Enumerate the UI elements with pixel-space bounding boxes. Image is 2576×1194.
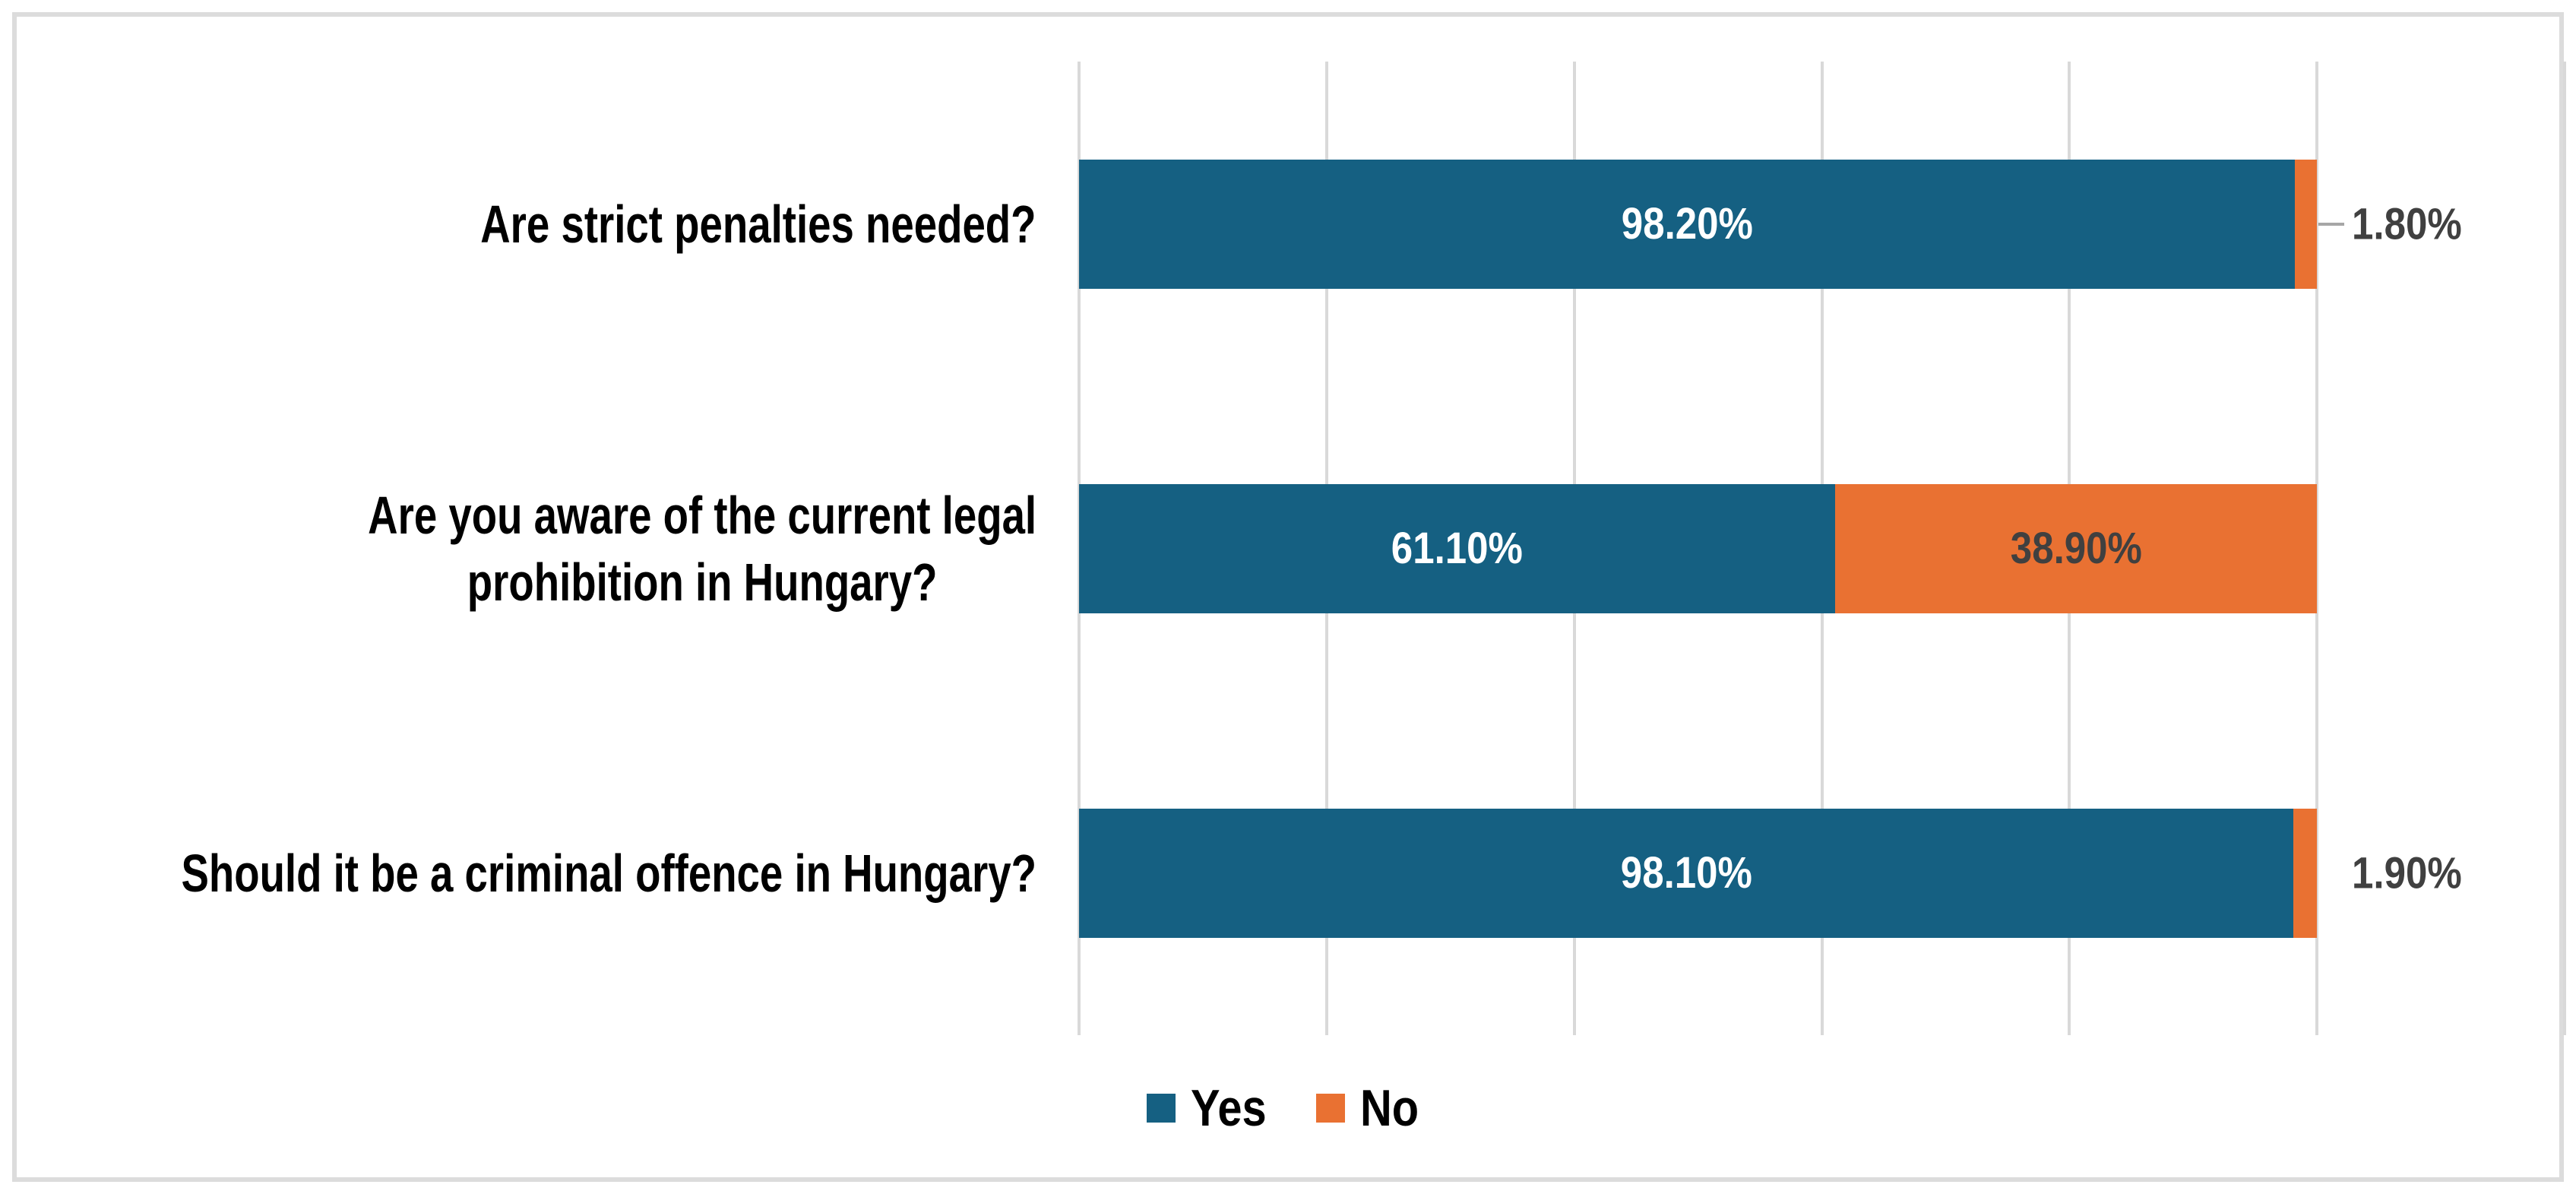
gridline-100 <box>2315 62 2319 1035</box>
data-label-yes-1: 61.10% <box>1391 524 1524 573</box>
stacked-bar-0: 98.20% <box>1079 159 2565 289</box>
chart-legend: Yes No <box>0 1078 2576 1139</box>
plot-area: 1.80% 98.20% 61.10% 38.90% 1.90% 98.10% <box>1078 62 2566 1035</box>
bar-segment-no-0 <box>2294 159 2318 289</box>
bar-row-0: 1.80% 98.20% <box>1079 62 2565 386</box>
bar-segment-yes-1: 61.10% <box>1079 483 1836 613</box>
legend-swatch-no <box>1316 1094 1346 1123</box>
category-label-1: Are you aware of the current legal prohi… <box>368 485 1036 612</box>
gridline-120 <box>2563 62 2566 1035</box>
bar-segment-no-2 <box>2293 808 2318 938</box>
legend-swatch-yes <box>1147 1094 1176 1123</box>
data-label-no-2: 1.90% <box>2352 848 2462 898</box>
bar-row-1: 61.10% 38.90% <box>1079 386 2565 711</box>
stacked-bar-1: 61.10% 38.90% <box>1079 483 2565 613</box>
bar-segment-yes-0: 98.20% <box>1079 159 2295 289</box>
data-label-no-1: 38.90% <box>2010 524 2142 573</box>
category-label-2: Should it be a criminal offence in Hunga… <box>181 843 1036 903</box>
stacked-bar-2: 98.10% <box>1079 808 2565 938</box>
bar-segment-yes-2: 98.10% <box>1079 808 2294 938</box>
legend-label-no: No <box>1360 1079 1419 1137</box>
leader-line-0 <box>2318 222 2345 226</box>
data-label-yes-0: 98.20% <box>1621 199 1753 249</box>
category-axis-labels: Are strict penalties needed? Are you awar… <box>30 62 1036 1035</box>
legend-item-yes: Yes <box>1147 1078 1280 1138</box>
legend-label-yes: Yes <box>1191 1079 1267 1137</box>
category-label-0: Are strict penalties needed? <box>480 194 1036 254</box>
data-label-yes-2: 98.10% <box>1620 848 1752 898</box>
bar-row-2: 1.90% 98.10% <box>1079 711 2565 1035</box>
bar-segment-no-1: 38.90% <box>1835 483 2318 613</box>
data-label-no-0: 1.80% <box>2352 199 2462 249</box>
legend-item-no: No <box>1316 1078 1429 1138</box>
